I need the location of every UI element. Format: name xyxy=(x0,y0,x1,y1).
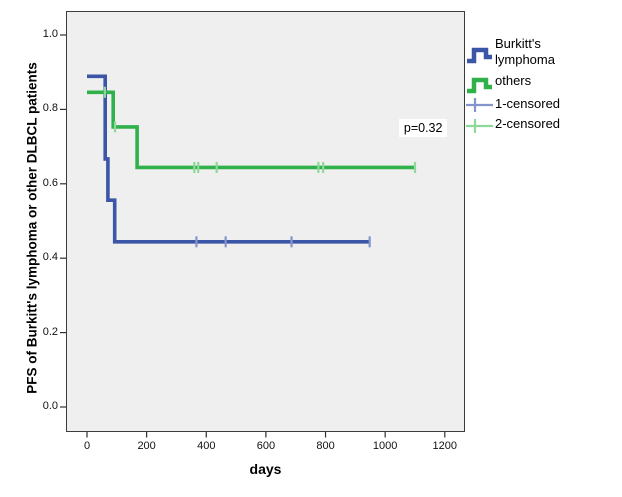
step-line-icon xyxy=(467,47,492,64)
legend-item-label: 2-censored xyxy=(495,116,561,131)
y-tick-label: 0.8 xyxy=(42,102,58,115)
x-tick-label: 400 xyxy=(197,440,216,452)
km-plot-area xyxy=(66,11,465,432)
p-value-annotation: p=0.32 xyxy=(398,119,448,138)
y-tick-label: 0.6 xyxy=(42,176,58,189)
y-tick-label: 0.2 xyxy=(42,325,58,338)
x-tick-label: 600 xyxy=(256,440,276,452)
y-tick-label: 1.0 xyxy=(42,28,58,40)
y-tick-label: 0.4 xyxy=(42,251,58,264)
y-tick-label: 0.0 xyxy=(42,400,58,412)
x-tick-label: 1000 xyxy=(372,440,398,452)
x-tick-label: 1200 xyxy=(432,440,458,452)
legend-item-label: 1-censored xyxy=(495,96,561,111)
x-tick-label: 0 xyxy=(83,440,91,452)
legend-item-label: others xyxy=(495,73,532,88)
x-tick-label: 800 xyxy=(316,440,335,452)
censor-plus-icon xyxy=(466,119,493,133)
x-tick-label: 200 xyxy=(137,440,156,452)
x-axis-title: days xyxy=(249,461,282,477)
step-line-icon xyxy=(467,77,492,94)
legend-item-label: Burkitt's lymphoma xyxy=(495,36,555,67)
censor-plus-icon xyxy=(466,98,493,112)
